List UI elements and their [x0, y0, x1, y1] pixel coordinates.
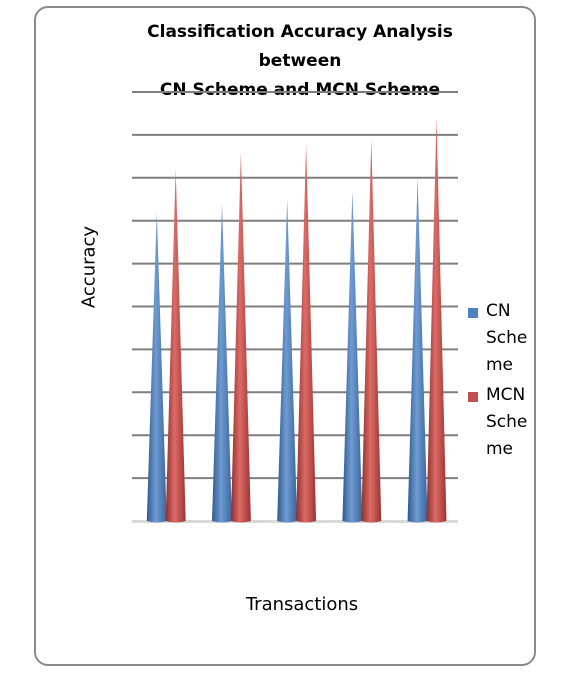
cone-cn-2	[211, 203, 232, 523]
legend-swatch-mcn	[468, 392, 478, 402]
cone-cn-3	[277, 199, 298, 523]
x-axis-label: Transactions	[245, 594, 359, 615]
legend: CN Sche me MCN Sche me	[468, 298, 538, 466]
cone-cn-1	[146, 212, 167, 523]
cone-mcn-5	[426, 117, 447, 523]
legend-item-cn: CN Sche me	[468, 298, 538, 379]
legend-label-mcn-line-3: me	[486, 439, 514, 459]
chart-title-line-1: Classification Accuracy Analysis	[147, 22, 453, 42]
legend-label-cn-line-3: me	[486, 355, 514, 375]
legend-label-cn: CN Sche me	[486, 298, 530, 379]
chart-title-line-2: between	[258, 51, 342, 71]
legend-swatch-cn	[468, 308, 478, 318]
legend-label-mcn: MCN Sche me	[486, 382, 530, 463]
chart-title: Classification Accuracy Analysis between…	[140, 18, 460, 105]
cone-mcn-2	[230, 152, 251, 523]
cone-mcn-1	[165, 169, 186, 523]
chart-title-line-3: CN Scheme and MCN Scheme	[159, 80, 441, 100]
legend-item-mcn: MCN Sche me	[468, 382, 538, 463]
cone-mcn-4	[361, 139, 382, 523]
cones	[146, 117, 447, 523]
cone-cn-5	[407, 177, 428, 523]
legend-label-mcn-line-1: MCN	[486, 385, 526, 405]
cone-mcn-3	[296, 143, 317, 523]
legend-label-cn-line-1: CN	[486, 301, 511, 321]
legend-label-cn-line-2: Sche	[486, 328, 528, 348]
cone-cn-4	[342, 190, 363, 523]
legend-label-mcn-line-2: Sche	[486, 412, 528, 432]
